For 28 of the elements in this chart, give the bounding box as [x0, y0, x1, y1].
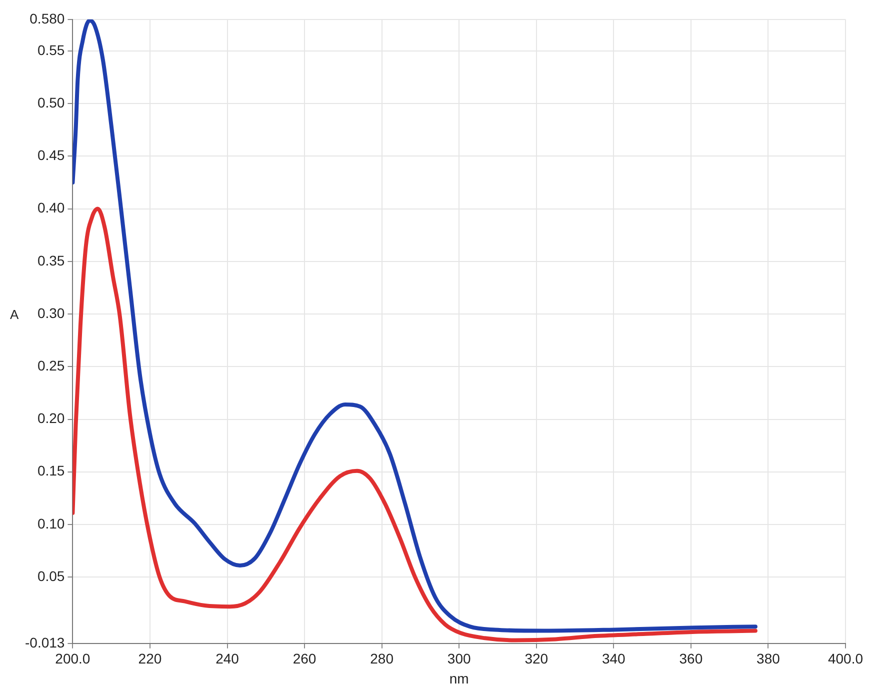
x-tick-label: 320 [524, 650, 548, 667]
y-tick-label: 0.40 [37, 200, 65, 216]
x-tick-label: 300 [447, 650, 471, 667]
y-tick-label: 0.45 [37, 147, 65, 164]
x-tick-label: 280 [370, 650, 394, 667]
y-axis-title: A [10, 306, 19, 322]
y-tick-label: 0.05 [37, 568, 65, 584]
y-tick-label: 0.580 [30, 10, 65, 26]
y-tick-label: 0.55 [37, 42, 65, 58]
x-tick-label: 340 [602, 650, 626, 667]
x-tick-label: 360 [679, 650, 703, 667]
y-tick-label: 0.20 [37, 410, 65, 426]
y-tick-label: 0.10 [37, 515, 65, 532]
x-tick-label: 260 [292, 650, 316, 667]
x-axis-title: nm [449, 670, 469, 686]
x-tick-label: 220 [138, 650, 162, 667]
x-tick-label: 200.0 [55, 650, 90, 667]
line-series [72, 19, 758, 633]
y-tick-label: 0.30 [37, 304, 65, 321]
y-tick-label: 0.50 [37, 94, 65, 110]
y-tick-label: 0.25 [37, 358, 65, 374]
y-tick-label: -0.013 [24, 634, 65, 650]
y-tick-label: 0.35 [37, 252, 65, 268]
line-series [72, 206, 758, 642]
x-tick-label: 240 [216, 650, 240, 667]
x-tick-label: 380 [756, 650, 780, 667]
y-tick-label: 0.15 [37, 462, 65, 479]
x-tick-label: 400.0 [828, 650, 864, 667]
